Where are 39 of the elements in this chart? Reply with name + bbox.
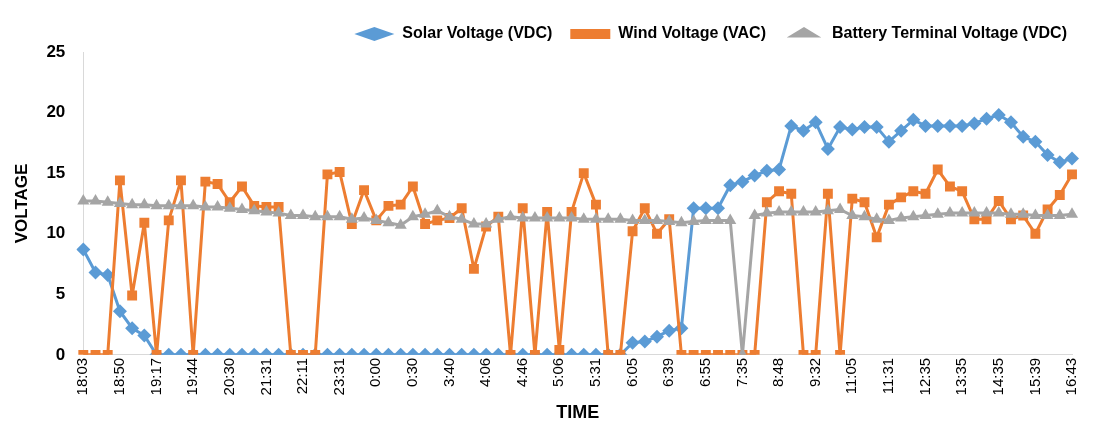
x-tick-label: 11:05 xyxy=(842,357,860,395)
x-tick-label: 14:35 xyxy=(988,357,1006,396)
x-tick-label: 11:31 xyxy=(879,357,897,395)
x-tick-label: 4:06 xyxy=(476,357,494,388)
x-tick-label: 0:00 xyxy=(366,357,384,388)
y-tick-label: 20 xyxy=(46,102,66,122)
legend-label: Wind Voltage (VAC) xyxy=(618,24,766,42)
x-tick-label: 5:31 xyxy=(586,357,604,388)
x-axis-title: TIME xyxy=(556,402,600,423)
x-tick-label: 18:50 xyxy=(110,357,128,396)
x-tick-label: 13:35 xyxy=(952,357,970,396)
y-tick-label: 0 xyxy=(55,344,66,364)
x-tick-label: 3:40 xyxy=(439,357,457,388)
x-tick-label: 6:39 xyxy=(659,357,677,388)
x-tick-label: 12:35 xyxy=(915,357,933,396)
x-tick-label: 19:44 xyxy=(183,357,201,396)
legend-label: Battery Terminal Voltage (VDC) xyxy=(831,24,1068,42)
x-tick-label: 5:06 xyxy=(549,357,567,388)
x-tick-label: 16:43 xyxy=(1062,357,1080,396)
x-tick-label: 20:30 xyxy=(219,357,237,396)
legend-label: Solar Voltage (VDC) xyxy=(402,24,553,42)
y-tick-label: 25 xyxy=(46,41,66,61)
y-tick-label: 5 xyxy=(55,283,66,303)
x-tick-label: 9:32 xyxy=(805,357,823,388)
x-tick-label: 21:31 xyxy=(256,357,274,396)
x-tick-label: 7:35 xyxy=(732,357,750,388)
y-tick-label: 10 xyxy=(46,223,66,243)
x-tick-label: 6:05 xyxy=(622,357,640,388)
x-tick-label: 22:11 xyxy=(293,357,311,395)
x-tick-label: 19:17 xyxy=(146,357,164,396)
x-tick-label: 4:46 xyxy=(512,357,530,388)
x-tick-label: 18:03 xyxy=(73,357,91,396)
y-tick-label: 15 xyxy=(46,162,66,182)
x-tick-label: 15:39 xyxy=(1025,357,1043,396)
x-tick-label: 6:55 xyxy=(695,357,713,388)
y-axis-title: VOLTAGE xyxy=(11,163,31,244)
x-tick-label: 8:48 xyxy=(769,357,787,388)
x-tick-label: 0:30 xyxy=(403,357,421,388)
x-tick-label: 23:31 xyxy=(329,357,347,396)
